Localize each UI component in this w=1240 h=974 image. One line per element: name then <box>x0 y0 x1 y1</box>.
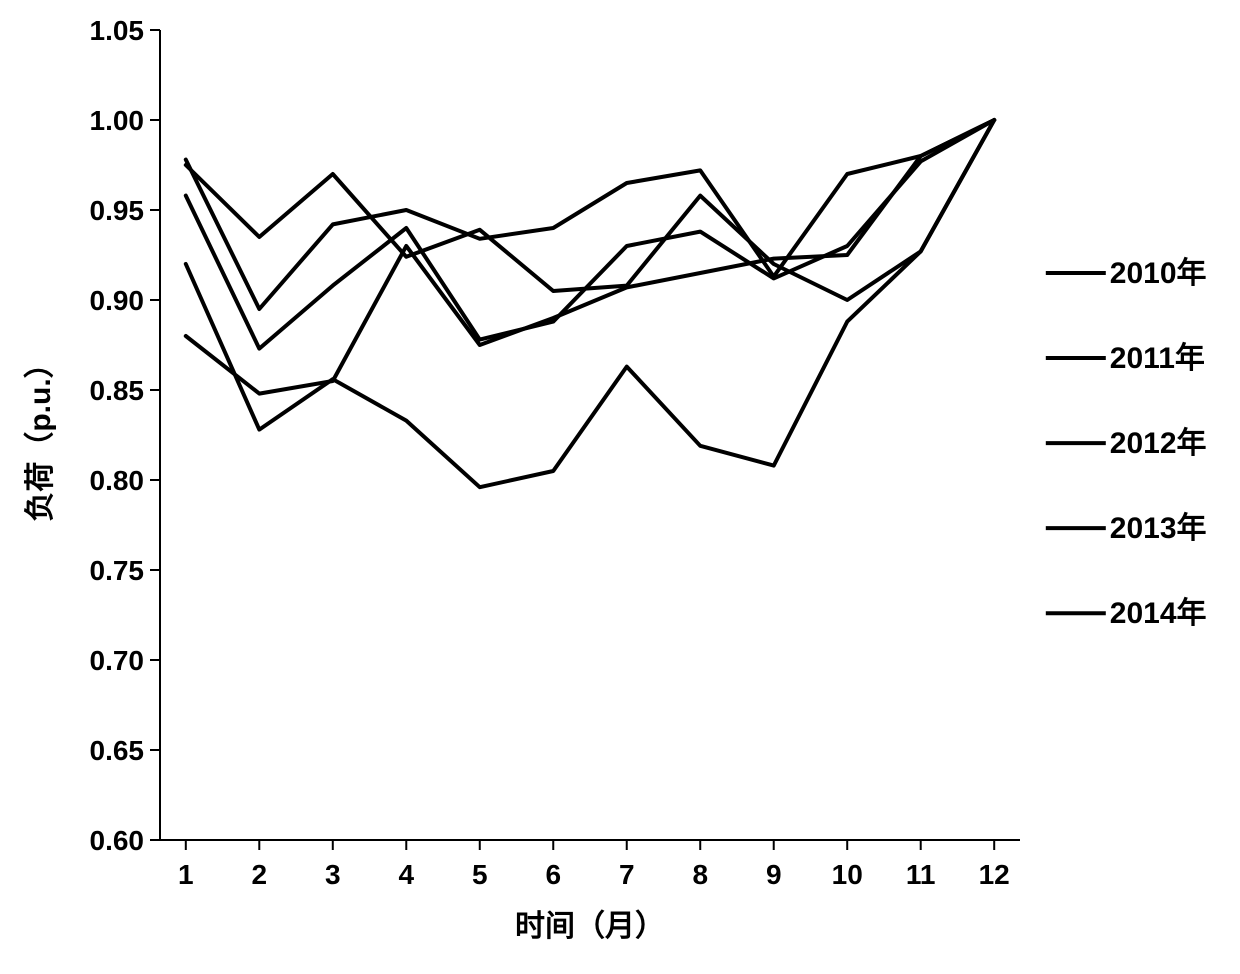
legend: 2010年 2011年 2012年 2013年 2014年 <box>1046 257 1207 630</box>
x-tick-label: 3 <box>325 859 341 890</box>
x-tick-label: 7 <box>619 859 635 890</box>
line-chart: 0.60 0.65 0.70 0.75 0.80 0.85 0.90 0.95 1.00 1.05… <box>0 0 1240 974</box>
y-tick-label: 0.85 <box>90 375 145 406</box>
chart-container: 0.60 0.65 0.70 0.75 0.80 0.85 0.90 0.95 1.00 1.05… <box>0 0 1240 974</box>
y-tick-label: 0.60 <box>90 825 145 856</box>
y-tick-label: 0.65 <box>90 735 145 766</box>
y-tick-label: 0.70 <box>90 645 145 676</box>
x-tick-label: 1 <box>178 859 194 890</box>
x-tick-label: 4 <box>398 859 414 890</box>
x-tick-label: 5 <box>472 859 488 890</box>
x-tick-label: 9 <box>766 859 782 890</box>
x-tick-label: 12 <box>979 859 1010 890</box>
y-tick-label: 0.75 <box>90 555 145 586</box>
y-tick-label: 1.05 <box>90 15 145 46</box>
y-axis-label: 负荷（p.u.） <box>23 348 57 521</box>
y-tick-label: 0.90 <box>90 285 145 316</box>
plot-background <box>160 30 1020 840</box>
x-axis: 123456789101112 <box>160 840 1020 890</box>
y-axis: 0.60 0.65 0.70 0.75 0.80 0.85 0.90 0.95 1.00 1.05 <box>90 15 161 856</box>
legend-label: 2011年 <box>1110 342 1205 375</box>
legend-label: 2012年 <box>1110 427 1207 460</box>
y-tick-label: 0.95 <box>90 195 145 226</box>
x-tick-label: 2 <box>252 859 268 890</box>
x-axis-label: 时间（月） <box>515 909 665 943</box>
x-tick-label: 8 <box>692 859 708 890</box>
legend-label: 2014年 <box>1110 597 1207 630</box>
y-tick-label: 0.80 <box>90 465 145 496</box>
y-tick-label: 1.00 <box>90 105 145 136</box>
legend-label: 2013年 <box>1110 512 1207 545</box>
x-tick-label: 6 <box>545 859 561 890</box>
x-tick-label: 10 <box>832 859 863 890</box>
legend-label: 2010年 <box>1110 257 1207 290</box>
x-tick-label: 11 <box>906 859 936 890</box>
